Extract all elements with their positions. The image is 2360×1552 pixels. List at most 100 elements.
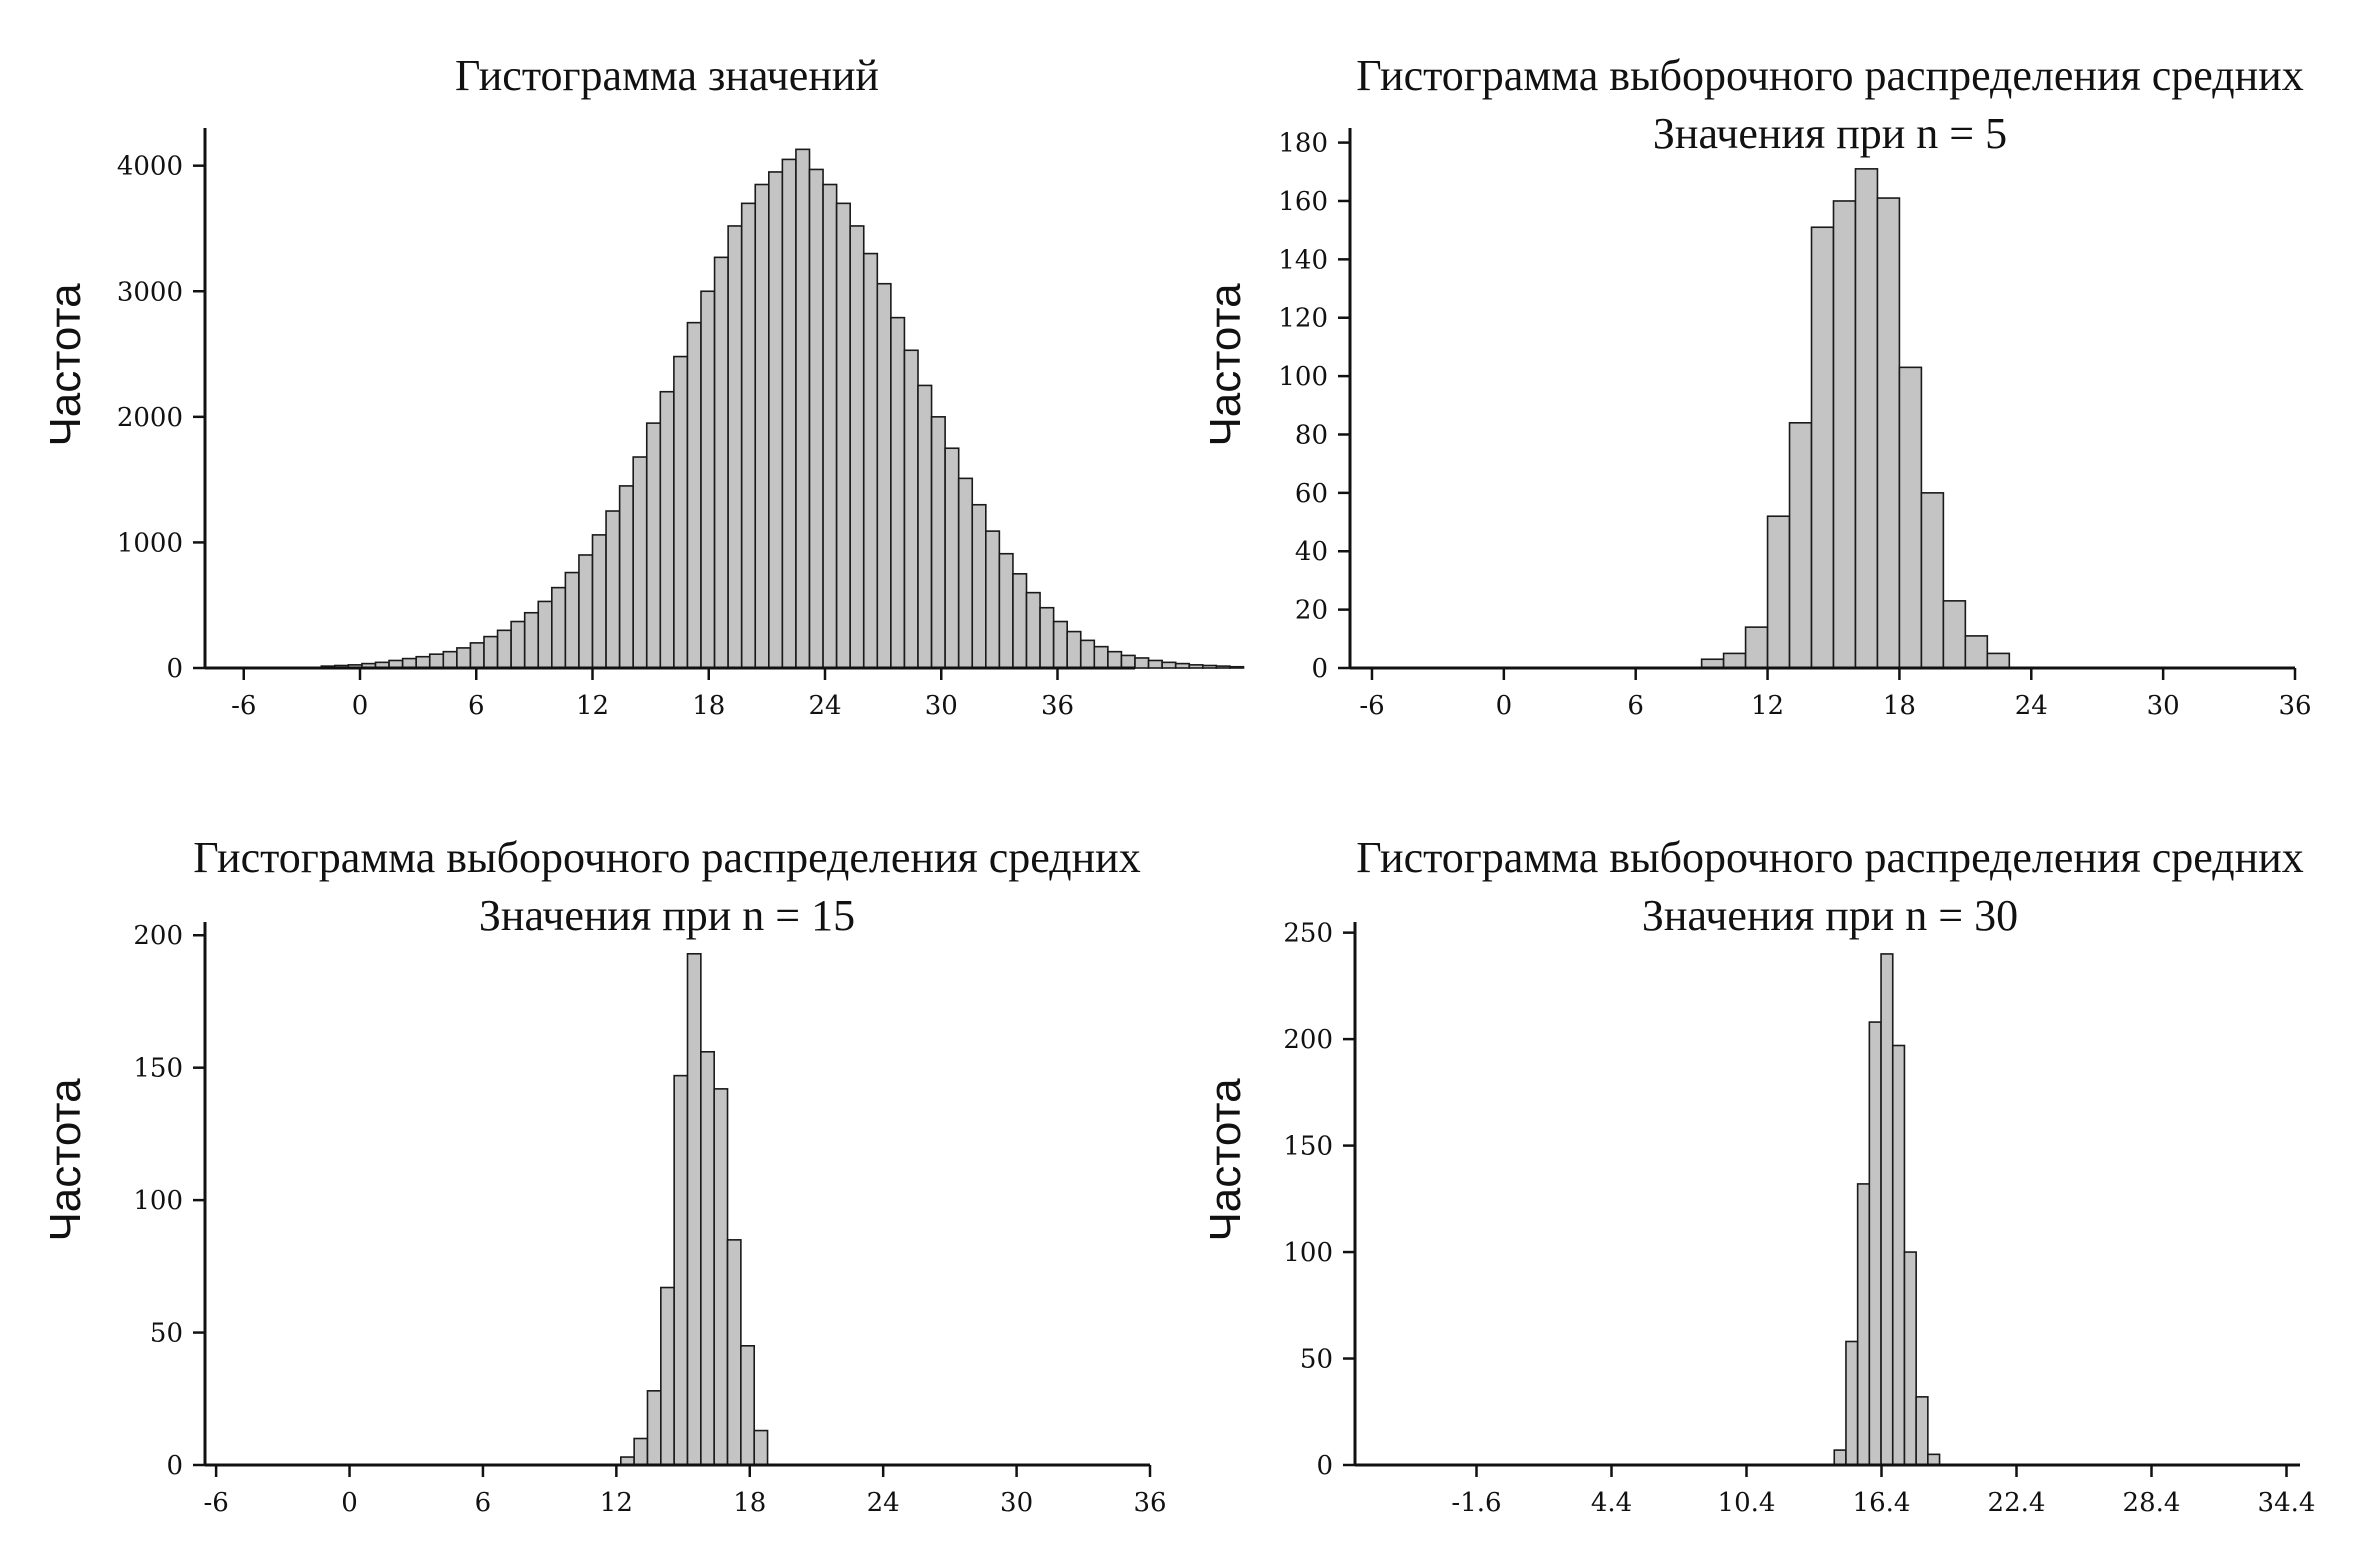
histogram-bar [469, 642, 485, 669]
y-tick-label: 20 [1295, 596, 1328, 626]
histogram-bar [633, 1437, 649, 1466]
histogram-bar [944, 447, 960, 669]
histogram-bar [781, 158, 797, 669]
histogram-bar [1880, 953, 1894, 1466]
histogram-bar [1079, 639, 1096, 669]
histogram-bar [1832, 200, 1857, 669]
x-tick-label: 0 [352, 691, 369, 721]
histogram-bar [646, 1390, 662, 1466]
histogram-bar [673, 355, 689, 669]
histogram-bar [930, 416, 946, 669]
y-tick-label: 3000 [117, 277, 183, 307]
histogram-bar [985, 530, 1001, 669]
histogram-bar [483, 635, 499, 669]
x-tick-label: -6 [1359, 691, 1384, 721]
histogram-bar [1920, 492, 1945, 669]
histogram-bar [1986, 652, 2011, 669]
histogram-bar [1229, 665, 1245, 669]
histogram-bar [849, 225, 865, 669]
histogram-bar [1025, 591, 1041, 669]
x-tick-label: 6 [475, 1488, 492, 1518]
histogram-bar [1876, 197, 1901, 669]
x-tick-label: 0 [341, 1488, 358, 1518]
y-axis-label: Частота [41, 1078, 90, 1242]
chart-title: Гистограмма выборочного распределения ср… [1356, 51, 2303, 100]
histogram-bar [700, 290, 716, 669]
histogram-panel-values: Гистограмма значений Частота -6 0 6 12 18 24 3… [41, 51, 1245, 721]
histogram-bar [1093, 645, 1109, 669]
histogram-bar [1107, 650, 1123, 669]
histogram-bar [1833, 1449, 1847, 1466]
histogram-bar [659, 390, 675, 669]
histogram-bar [1903, 1251, 1917, 1466]
x-tick-label: 24 [2015, 691, 2048, 721]
histogram-bar [768, 171, 784, 669]
x-tick-label: 18 [692, 691, 725, 721]
x-tick-label: 22.4 [1988, 1488, 2046, 1518]
x-tick-label: 30 [1000, 1488, 1033, 1518]
histogram-bar [591, 534, 607, 669]
histogram-bar [822, 183, 838, 669]
histogram-bar [971, 503, 987, 669]
histogram-bar [578, 554, 594, 669]
x-tick-label: 6 [468, 691, 485, 721]
y-tick-label: 150 [1283, 1132, 1333, 1162]
x-tick-label: 12 [600, 1488, 633, 1518]
histogram-bar [740, 202, 757, 669]
x-tick-label: -6 [231, 691, 256, 721]
y-tick-label: 140 [1278, 245, 1328, 275]
chart-subtitle: Значения при n = 15 [479, 891, 855, 940]
histogram-bar [835, 202, 851, 669]
y-tick-label: 0 [166, 654, 183, 684]
histogram-bar [415, 655, 431, 669]
x-tick-label: 18 [1883, 691, 1916, 721]
histogram-bar [1744, 626, 1769, 669]
histogram-bar [564, 571, 580, 669]
histogram-panel-n15: Гистограмма выборочного распределения ср… [41, 833, 1167, 1518]
y-tick-label: 160 [1278, 187, 1328, 217]
histogram-bar [808, 168, 824, 669]
x-tick-label: -6 [203, 1488, 228, 1518]
y-tick-label: 200 [133, 921, 183, 951]
x-tick-label: 16.4 [1853, 1488, 1911, 1518]
y-tick-label: 100 [133, 1186, 183, 1216]
x-tick-label: 6 [1627, 691, 1644, 721]
y-axis-label: Частота [41, 283, 90, 447]
histogram-bar [1915, 1396, 1929, 1466]
histogram-bar [1964, 635, 1989, 669]
histogram-bar [1898, 366, 1923, 669]
histogram-bar [1202, 664, 1218, 669]
x-tick-label: 24 [867, 1488, 900, 1518]
histogram-bar [1066, 630, 1082, 669]
histogram-bar [428, 653, 445, 669]
x-tick-label: 12 [1751, 691, 1784, 721]
x-tick-label: 36 [2278, 691, 2311, 721]
x-tick-label: 12 [576, 691, 609, 721]
x-tick-label: 4.4 [1591, 1488, 1632, 1518]
x-tick-label: 10.4 [1718, 1488, 1776, 1518]
histogram-bar [753, 1429, 769, 1466]
y-tick-label: 50 [1300, 1345, 1333, 1375]
histogram-bar [1810, 226, 1835, 669]
histogram-bar [673, 1074, 689, 1466]
histogram-bar [1120, 654, 1136, 669]
chart-title: Гистограмма значений [455, 51, 879, 100]
histogram-bar [862, 252, 879, 669]
histogram-bar [537, 600, 553, 669]
histogram-bar [1134, 657, 1150, 669]
y-tick-label: 100 [1283, 1238, 1333, 1268]
histogram-bar [618, 485, 634, 669]
x-tick-label: 24 [808, 691, 841, 721]
y-tick-label: 180 [1278, 129, 1328, 159]
histogram-bar [1012, 573, 1028, 669]
histogram-bar [605, 510, 621, 669]
y-tick-label: 200 [1283, 1025, 1333, 1055]
x-tick-label: 28.4 [2123, 1488, 2181, 1518]
histogram-bar [1891, 1044, 1906, 1466]
histogram-bar [1845, 1340, 1859, 1466]
y-tick-label: 50 [150, 1319, 183, 1349]
histogram-bar [551, 586, 567, 669]
x-tick-label: 30 [925, 691, 958, 721]
histogram-bar [686, 952, 702, 1466]
